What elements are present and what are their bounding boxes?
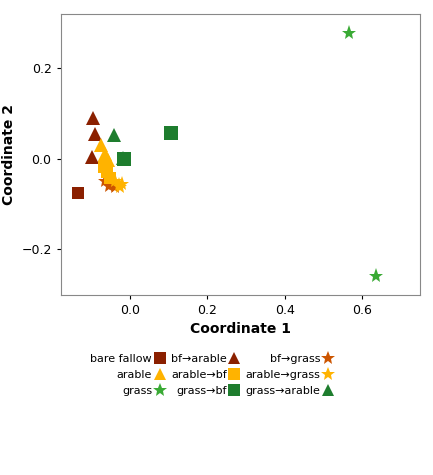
Y-axis label: Coordinate 2: Coordinate 2 — [2, 104, 16, 205]
Legend: bare fallow, arable, grass, bf→arable, arable→bf, grass→bf, bf→grass, arable→gra: bare fallow, arable, grass, bf→arable, a… — [87, 351, 336, 399]
X-axis label: Coordinate 1: Coordinate 1 — [190, 322, 291, 336]
